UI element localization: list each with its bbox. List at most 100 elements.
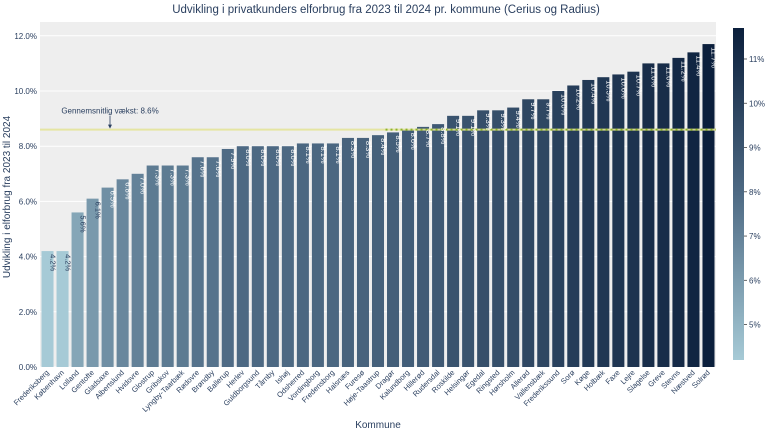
data-label: 4.2% [64,254,73,271]
y-tick-label: 2.0% [19,308,37,317]
data-label: 9.3% [499,113,508,130]
bar [687,52,700,368]
data-label: 11.7% [709,47,718,68]
bar [417,126,430,367]
data-label: 5.6% [79,215,88,232]
data-label: 9.1% [454,119,463,136]
colorbar-tick-label: 6% [749,276,761,285]
bar [492,110,505,367]
y-tick-label: 0.0% [19,363,37,372]
bar [161,165,174,367]
y-tick-label: 6.0% [19,197,37,206]
y-tick-label: 12.0% [14,32,37,41]
y-tick-label: 8.0% [19,142,37,151]
bar [432,124,445,368]
average-annotation-label: Gennemsnitlig vækst: 8.6% [61,107,158,116]
data-label: 8.0% [274,149,283,166]
bar [41,251,54,367]
bar [627,71,640,368]
data-label: 8.0% [289,149,298,166]
bar [266,146,279,367]
data-label: 8.0% [259,149,268,166]
data-label: 7.0% [139,177,148,194]
data-label: 10.2% [574,88,583,110]
data-label: 11.2% [679,61,688,82]
data-label: 8.0% [244,149,253,166]
colorbar-gradient [733,28,744,360]
data-label: 8.1% [334,146,343,163]
colorbar: 5% 6% 7% 8% 9% 10% 11% [733,28,765,360]
colorbar-tick-label: 11% [749,55,764,64]
bar [296,143,309,367]
data-label: 11.0% [649,66,658,87]
bar [191,157,204,367]
data-label: 8.5% [394,135,403,152]
data-label: 8.1% [319,146,328,163]
data-label: 6.8% [124,182,133,199]
bar [281,146,294,367]
bar [582,79,595,368]
y-tick-label: 10.0% [14,87,37,96]
bar [612,74,625,367]
bar [71,212,84,367]
colorbar-tick-label: 8% [749,188,761,197]
bar [507,107,520,367]
y-tick-label: 4.0% [19,253,37,262]
data-label: 7.6% [214,160,223,177]
data-label: 10.4% [589,83,598,105]
chart-title: Udvikling i privatkunders elforbrug fra … [172,4,600,16]
y-axis-title: Udvikling i elforbrug fra 2023 til 2024 [2,115,13,278]
bar [702,44,715,367]
bar [56,251,69,367]
data-label: 8.7% [424,130,433,147]
data-label: 11.0% [664,66,673,87]
colorbar-tick-label: 9% [749,144,761,153]
colorbar-tick-label: 7% [749,232,761,241]
data-label: 4.2% [49,254,58,271]
data-label: 10.6% [619,77,628,99]
bar [537,99,550,367]
bar [311,143,324,367]
bar [597,77,610,367]
data-label: 8.3% [349,141,358,158]
bar [176,165,189,367]
data-label: 8.6% [409,133,418,150]
bar [462,115,475,367]
bar [402,129,415,367]
bar [251,146,264,367]
bar [206,157,219,367]
data-label: 8.1% [304,146,313,163]
data-label: 7.6% [199,160,208,177]
data-label: 9.4% [514,111,523,128]
bar [101,187,114,367]
bar [567,85,580,367]
colorbar-tick-label: 5% [749,321,761,330]
y-axis-ticks: 0.0% 2.0% 4.0% 6.0% 8.0% 10.0% 12.0% [14,32,37,372]
bar [642,63,655,368]
bar [131,173,144,367]
bar [86,198,99,367]
colorbar-tick-label: 10% [749,99,765,108]
bar [221,148,234,367]
average-annotation-arrowhead [108,124,112,129]
data-label: 9.7% [529,102,538,119]
bar [657,63,670,368]
bar [371,135,385,367]
average-line: Gennemsnitlig vækst: 8.6% [40,107,716,131]
data-label: 8.4% [379,138,388,155]
data-label: 7.3% [154,169,163,186]
bar [326,143,339,367]
bar [356,137,369,367]
data-label: 6.5% [109,191,118,208]
bar [672,57,685,367]
bar [236,146,249,367]
bar [341,137,354,367]
data-label: 7.9% [229,152,238,169]
data-labels: 4.2% 4.2% 5.6% 6.1% 6.5% 6.8% 7.0% 7.3% 7.3% 7.3%… [49,47,719,271]
bar [116,179,129,367]
bar [387,132,400,367]
data-label: 7.3% [169,169,178,186]
data-label: 9.3% [484,113,493,130]
bar [447,115,460,367]
